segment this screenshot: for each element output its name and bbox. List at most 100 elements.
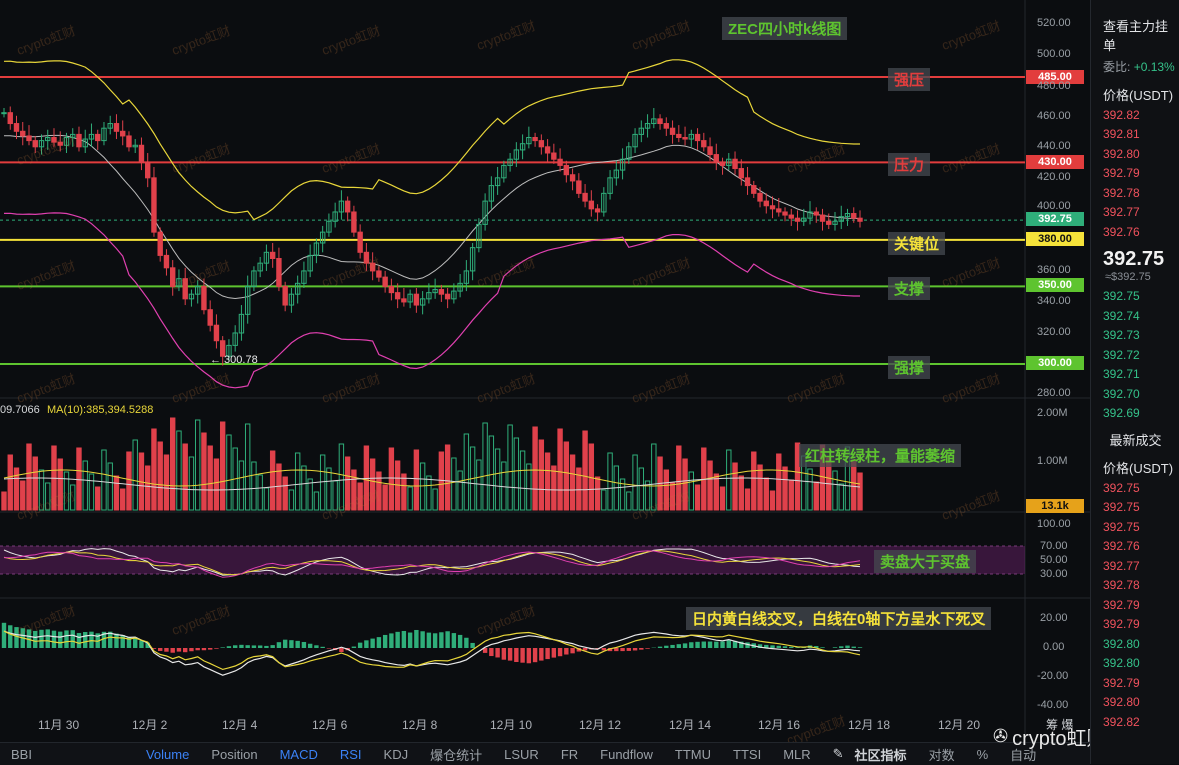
macd-histogram-bar — [77, 633, 81, 648]
volume-bar — [708, 461, 712, 510]
volume-bar — [345, 457, 349, 510]
macd-histogram-bar — [189, 648, 193, 651]
macd-axis-label: 20.00 — [1040, 612, 1068, 624]
date-label: 12月 14 — [669, 716, 711, 733]
bid-price[interactable]: 392.74 — [1091, 307, 1179, 327]
log-scale-toggle[interactable]: 对数 — [918, 745, 966, 764]
volume-bar — [252, 462, 256, 510]
candle-body — [214, 325, 218, 341]
last-price: 392.75 — [1091, 248, 1179, 271]
candle-body — [377, 271, 381, 277]
candle-body — [777, 209, 781, 212]
macd-histogram-bar — [83, 632, 87, 648]
candle-body — [533, 138, 537, 141]
volume-bar — [370, 459, 374, 510]
candle-body — [164, 255, 168, 267]
macd-histogram-bar — [614, 648, 618, 651]
main-orders-header[interactable]: 查看主力挂单 — [1091, 0, 1179, 54]
macd-histogram-bar — [39, 630, 43, 648]
tab-liquidation[interactable]: 爆仓统计 — [419, 745, 493, 764]
chart-area[interactable]: ZEC四小时k线图 强压 压力 关键位 支撑 强撑 485.00 430.00 … — [0, 0, 1090, 742]
macd-histogram-bar — [320, 647, 324, 648]
ask-price[interactable]: 392.79 — [1091, 164, 1179, 184]
rsi-axis-label: 70.00 — [1040, 540, 1068, 552]
trade-price: 392.82 — [1091, 713, 1179, 733]
bid-price[interactable]: 392.71 — [1091, 365, 1179, 385]
ask-price[interactable]: 392.76 — [1091, 223, 1179, 243]
date-label: 12月 18 — [848, 716, 890, 733]
macd-histogram-bar — [783, 646, 787, 648]
candle-body — [345, 201, 349, 212]
community-indicator-button[interactable]: 社区指标 — [855, 745, 918, 764]
ask-list: 392.82 392.81 392.80 392.79 392.78 392.7… — [1091, 106, 1179, 243]
macd-histogram-bar — [714, 642, 718, 648]
low-price-marker: ← 300.78 — [210, 354, 258, 366]
candle-body — [820, 215, 824, 221]
candle-body — [121, 131, 125, 136]
macd-histogram-bar — [258, 645, 262, 648]
tab-position[interactable]: Position — [200, 747, 268, 762]
bid-price[interactable]: 392.70 — [1091, 385, 1179, 405]
tab-ttmu[interactable]: TTMU — [664, 747, 722, 762]
volume-bar — [689, 472, 693, 510]
macd-histogram-bar — [2, 623, 6, 648]
tab-volume[interactable]: Volume — [135, 747, 200, 762]
price-axis-label: 440.00 — [1037, 140, 1071, 152]
macd-histogram-bar — [277, 642, 281, 648]
macd-histogram-bar — [602, 648, 606, 650]
volume-bar — [683, 459, 687, 510]
ask-price[interactable]: 392.77 — [1091, 203, 1179, 223]
ask-price[interactable]: 392.80 — [1091, 145, 1179, 165]
volume-bar — [777, 454, 781, 510]
candle-body — [277, 259, 281, 287]
ask-price[interactable]: 392.78 — [1091, 184, 1179, 204]
edit-icon[interactable]: ✎ — [822, 746, 855, 762]
macd-histogram-bar — [495, 648, 499, 657]
tab-fr[interactable]: FR — [550, 747, 589, 762]
bid-price[interactable]: 392.75 — [1091, 287, 1179, 307]
bid-price[interactable]: 392.73 — [1091, 326, 1179, 346]
macd-histogram-bar — [845, 646, 849, 648]
volume-bar — [177, 431, 181, 510]
macd-histogram-bar — [820, 647, 824, 648]
macd-histogram-bar — [789, 647, 793, 648]
volume-bar — [77, 448, 81, 510]
tab-kdj[interactable]: KDJ — [373, 747, 420, 762]
candle-body — [402, 299, 406, 302]
volume-bar — [208, 446, 212, 510]
volume-bar — [520, 451, 524, 510]
strong-resist-label: 强压 — [888, 68, 930, 91]
tab-lsur[interactable]: LSUR — [493, 747, 550, 762]
macd-histogram-bar — [302, 642, 306, 648]
bid-price[interactable]: 392.69 — [1091, 404, 1179, 424]
trade-price: 392.75 — [1091, 518, 1179, 538]
volume-annotation: 红柱转绿柱，量能萎缩 — [799, 444, 961, 467]
candle-body — [564, 165, 568, 174]
volume-bar — [358, 483, 362, 510]
macd-histogram-bar — [183, 648, 187, 652]
macd-histogram-bar — [164, 648, 168, 652]
tab-bbi[interactable]: BBI — [0, 747, 43, 762]
candle-body — [171, 268, 175, 287]
tab-mlr[interactable]: MLR — [772, 747, 821, 762]
ask-price[interactable]: 392.82 — [1091, 106, 1179, 126]
macd-histogram-bar — [702, 642, 706, 648]
volume-bar — [127, 452, 131, 510]
candle-body — [202, 286, 206, 309]
bid-price[interactable]: 392.72 — [1091, 346, 1179, 366]
volume-bar — [858, 473, 862, 510]
volume-bar — [727, 450, 731, 510]
tab-macd[interactable]: MACD — [269, 747, 329, 762]
trade-price: 392.76 — [1091, 537, 1179, 557]
macd-histogram-bar — [339, 648, 343, 652]
tab-ttsi[interactable]: TTSI — [722, 747, 772, 762]
tab-rsi[interactable]: RSI — [329, 747, 373, 762]
macd-histogram-bar — [239, 645, 243, 648]
macd-histogram-bar — [708, 642, 712, 648]
candle-body — [858, 218, 862, 221]
tab-fundflow[interactable]: Fundflow — [589, 747, 664, 762]
ask-price[interactable]: 392.81 — [1091, 125, 1179, 145]
trades-header[interactable]: 最新成交 — [1091, 430, 1179, 449]
bollinger-middle-line — [4, 135, 860, 298]
volume-bar — [427, 476, 431, 510]
